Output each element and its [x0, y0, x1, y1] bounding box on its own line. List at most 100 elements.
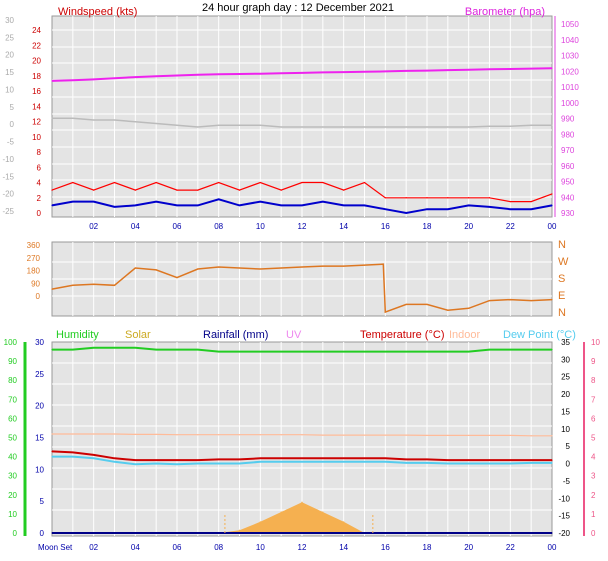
- series-rainfall-point: [530, 532, 532, 534]
- barometer-tick-label: 990: [561, 115, 575, 124]
- series-solar-point: [322, 511, 324, 513]
- series-gray-point: [426, 126, 428, 128]
- series-wind_dir: [51, 263, 553, 314]
- series-rainfall-point: [218, 532, 220, 534]
- series-humidity-point: [301, 350, 303, 353]
- compass-tick-label: N: [558, 307, 566, 319]
- x-tick-label: 14: [339, 543, 348, 552]
- humidity-tick-label: 60: [8, 414, 17, 423]
- humidity-tick-label: 40: [8, 453, 17, 462]
- series-temperature-point: [51, 450, 53, 452]
- series-dewpoint-point: [176, 463, 178, 465]
- series-gray-point: [197, 126, 199, 128]
- series-wind_gust-point: [93, 189, 95, 191]
- series-temperature-point: [363, 457, 366, 459]
- series-gray-point: [259, 124, 261, 126]
- series-wind_dir-point: [72, 284, 74, 286]
- series-dewpoint-point: [363, 461, 366, 463]
- series-wind_avg-point: [509, 208, 511, 210]
- series-temperature-point: [113, 457, 116, 459]
- series-wind_dir-point: [551, 299, 553, 301]
- series-rainfall-point: [51, 532, 53, 534]
- series-wind_dir-point: [509, 299, 511, 301]
- series-temperature-point: [155, 459, 157, 461]
- series-indoor-point: [280, 434, 282, 436]
- series-indoor-point: [551, 435, 553, 437]
- series-wind_dir-point: [238, 267, 241, 269]
- series-baro-point: [280, 72, 282, 74]
- series-indoor-point: [426, 434, 428, 437]
- series-rainfall-point: [134, 532, 136, 534]
- series-gray-point: [93, 119, 95, 121]
- series-wind_avg-point: [280, 204, 282, 206]
- x-tick-label: 10: [256, 543, 265, 552]
- uv-tick-label: 7: [591, 395, 596, 404]
- series-dewpoint-point: [405, 462, 407, 464]
- series-humidity-point: [551, 349, 553, 351]
- wind-outer-tick-label: -5: [7, 138, 15, 147]
- series-temperature-point: [343, 457, 345, 459]
- series-baro-point: [218, 73, 220, 75]
- wind-inner-tick-label: 18: [32, 72, 41, 81]
- series-baro-point: [155, 75, 157, 77]
- series-dewpoint-point: [322, 461, 324, 463]
- series-rainfall-point: [197, 532, 199, 534]
- series-humidity-point: [218, 350, 220, 353]
- series-solar-point: [259, 521, 261, 523]
- series-rainfall-point: [301, 532, 303, 534]
- barometer-tick-label: 1010: [561, 83, 579, 92]
- series-baro-point: [113, 77, 116, 79]
- direction-tick-label: 180: [27, 267, 41, 276]
- series-indoor-point: [468, 434, 470, 437]
- series-baro-point: [197, 74, 199, 76]
- series-humidity-point: [509, 349, 511, 351]
- series-humidity-point: [426, 350, 428, 353]
- series-wind_gust-point: [259, 181, 261, 184]
- series-solar-point: [301, 501, 303, 503]
- direction-tick-label: 270: [27, 254, 41, 263]
- series-indoor-point: [134, 433, 136, 435]
- wind-outer-tick-label: -25: [2, 207, 14, 216]
- rainfall-tick-label: 5: [40, 497, 45, 506]
- temperature-legend: Humidity Solar Rainfall (mm) UV Temperature …: [56, 329, 576, 341]
- series-rainfall-point: [238, 532, 241, 534]
- panel-wind-direction-series: [51, 263, 553, 314]
- series-wind_avg-point: [113, 206, 116, 208]
- x-tick-label: 06: [173, 222, 182, 231]
- series-wind_avg-point: [93, 200, 95, 203]
- x-tick-label: 04: [131, 222, 140, 231]
- series-wind_avg-point: [447, 208, 449, 210]
- series-rainfall-point: [384, 532, 386, 534]
- x-tick-label: 00: [548, 222, 557, 231]
- temperature-tick-label: 20: [561, 390, 570, 399]
- wind-inner-tick-label: 24: [32, 26, 41, 35]
- series-rainfall-point: [343, 532, 345, 534]
- temperature-tick-label: 35: [561, 338, 570, 347]
- compass-tick-label: E: [558, 290, 565, 302]
- wind-outer-tick-label: 30: [5, 16, 14, 25]
- series-temperature-point: [551, 459, 553, 461]
- series-dewpoint-point: [155, 462, 157, 465]
- series-wind_avg-point: [176, 204, 178, 206]
- series-dewpoint-point: [72, 456, 74, 458]
- series-baro-point: [322, 71, 324, 74]
- x-tick-label: 20: [464, 543, 473, 552]
- series-wind_dir-point: [218, 266, 220, 268]
- series-wind_gust-point: [51, 189, 53, 191]
- series-solar-point: [343, 521, 345, 523]
- series-rainfall-point: [405, 532, 407, 534]
- series-wind_avg-point: [51, 204, 53, 206]
- series-gray-point: [363, 126, 366, 128]
- series-gray-point: [72, 117, 74, 119]
- series-dewpoint-point: [93, 457, 95, 459]
- x-tick-label: 04: [131, 543, 140, 552]
- series-temperature-point: [218, 458, 220, 460]
- series-gray-point: [176, 124, 178, 126]
- series-wind_dir-point: [259, 268, 261, 270]
- series-gray-point: [551, 124, 553, 126]
- series-wind_dir-point: [468, 307, 470, 309]
- temperature-x-axis: 02 04 06 08 10 12 14 16 18 20 22 00: [23, 342, 585, 552]
- series-humidity-point: [176, 349, 178, 351]
